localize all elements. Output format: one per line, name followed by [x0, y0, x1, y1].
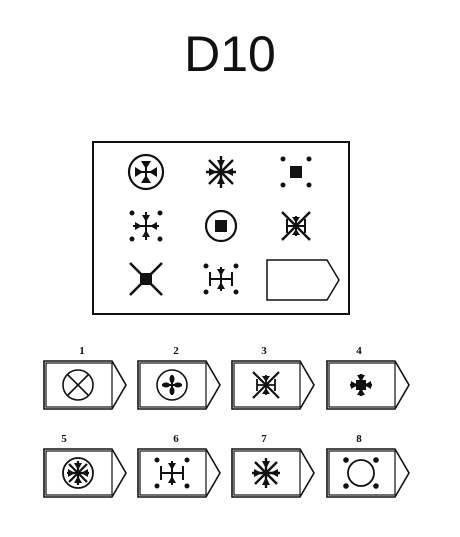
answer-option-3[interactable]: 3	[231, 345, 315, 410]
answer-option-6[interactable]: 6	[137, 433, 221, 498]
puzzle-cell-1	[127, 153, 165, 191]
answer-option-8[interactable]: 8	[326, 433, 410, 498]
puzzle-cell-7	[129, 262, 163, 296]
answer-number: 6	[173, 433, 179, 445]
puzzle-cell-6	[281, 211, 311, 241]
puzzle-cell-3	[280, 156, 312, 188]
answer-option-2[interactable]: 2	[137, 345, 221, 410]
answer-number: 5	[61, 433, 67, 445]
answer-option-4[interactable]: 4	[326, 345, 410, 410]
answer-number: 7	[261, 433, 267, 445]
answer-option-1[interactable]: 1	[43, 345, 127, 410]
answer-number: 3	[261, 345, 267, 357]
puzzle-cell-5	[204, 209, 238, 243]
puzzle-cell-4	[129, 210, 163, 242]
page-title: D10	[184, 26, 276, 82]
puzzle-cell-blank	[266, 259, 340, 301]
answer-option-5[interactable]: 5	[43, 433, 127, 498]
answer-option-7[interactable]: 7	[231, 433, 315, 498]
puzzle-cell-8	[203, 263, 239, 295]
answer-number: 2	[173, 345, 179, 357]
answer-number: 4	[356, 345, 362, 357]
puzzle-frame	[92, 141, 350, 315]
puzzle-cell-2	[206, 156, 236, 188]
answer-number: 1	[79, 345, 85, 357]
answer-number: 8	[356, 433, 362, 445]
